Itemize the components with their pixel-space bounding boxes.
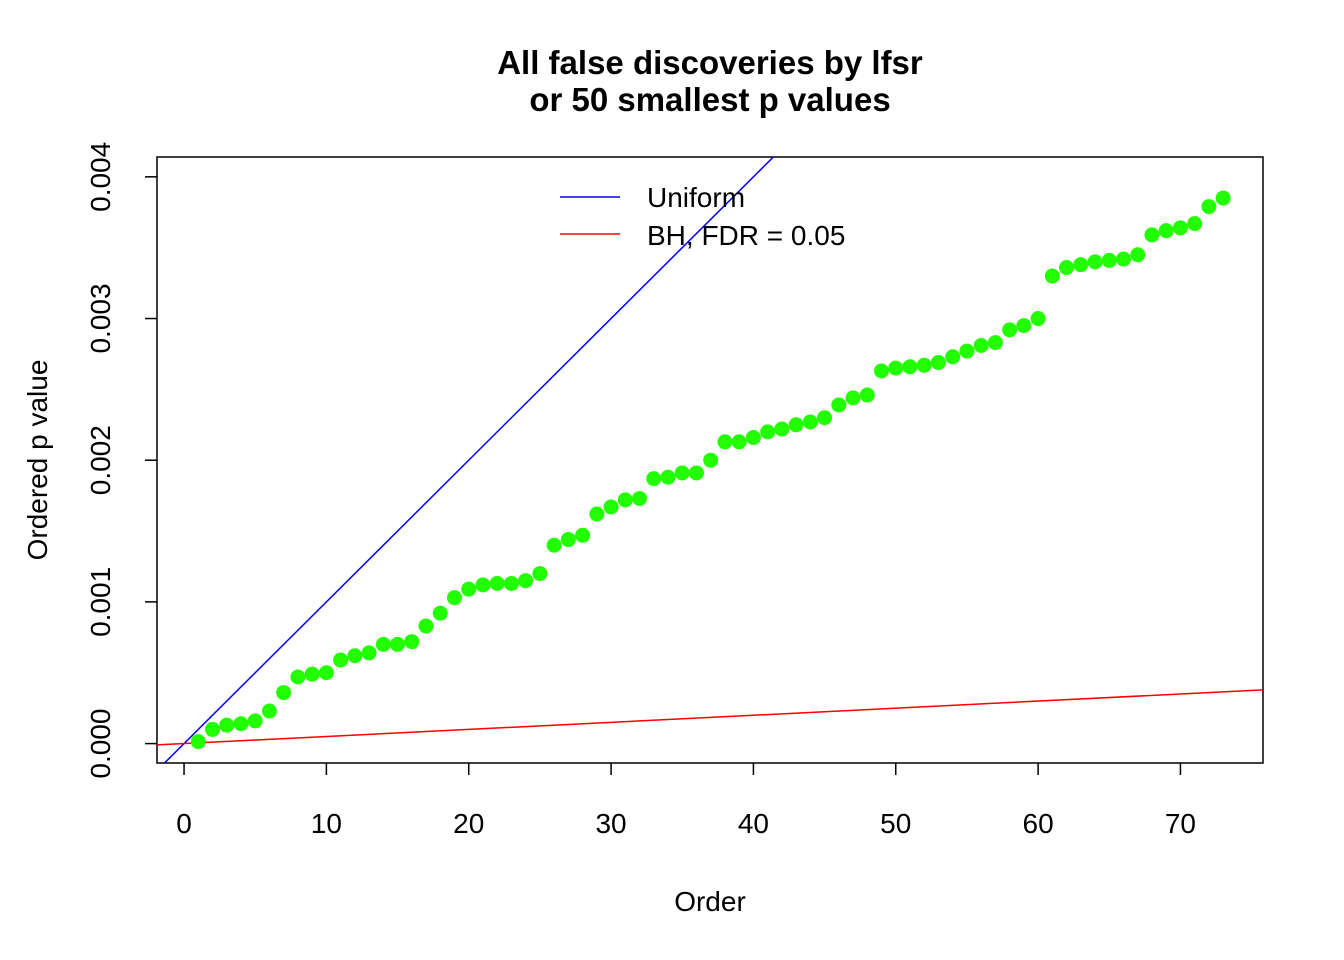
data-point <box>603 499 619 515</box>
data-point <box>973 337 989 353</box>
data-point <box>475 577 491 593</box>
data-point <box>959 343 975 359</box>
data-point <box>688 465 704 481</box>
data-point <box>532 566 548 582</box>
data-point <box>874 363 890 379</box>
data-point <box>930 354 946 370</box>
x-tick-label: 60 <box>1023 808 1054 839</box>
data-point <box>318 665 334 681</box>
y-tick-label: 0.002 <box>85 425 116 495</box>
data-point <box>1073 257 1089 273</box>
data-point <box>1130 247 1146 263</box>
data-point <box>745 430 761 446</box>
data-point <box>1215 190 1231 206</box>
data-point <box>375 636 391 652</box>
data-point <box>575 527 591 543</box>
data-point <box>774 421 790 437</box>
data-point <box>1116 251 1132 267</box>
data-point <box>589 506 605 522</box>
data-point <box>859 387 875 403</box>
data-point <box>503 575 519 591</box>
data-point <box>902 359 918 375</box>
x-tick-label: 40 <box>738 808 769 839</box>
data-point <box>703 452 719 468</box>
data-point <box>1016 318 1032 334</box>
y-tick-label: 0.000 <box>85 709 116 779</box>
data-point <box>560 532 576 548</box>
data-point <box>205 721 221 737</box>
data-point <box>1002 322 1018 338</box>
chart-title-line-2: or 50 smallest p values <box>529 81 890 118</box>
data-point <box>261 703 277 719</box>
y-tick-label: 0.004 <box>85 142 116 212</box>
data-point <box>1187 216 1203 232</box>
x-tick-label: 20 <box>453 808 484 839</box>
data-point <box>276 685 292 701</box>
y-axis-label: Ordered p value <box>22 360 53 561</box>
data-point <box>617 492 633 508</box>
data-point <box>290 669 306 685</box>
data-point <box>888 360 904 376</box>
uniform-line <box>163 157 775 763</box>
data-point <box>788 417 804 433</box>
data-point <box>674 465 690 481</box>
data-point <box>632 490 648 506</box>
data-point <box>361 645 377 661</box>
bh-line <box>157 689 1263 746</box>
data-point <box>987 335 1003 351</box>
data-point <box>418 618 434 634</box>
legend-label-bh: BH, FDR = 0.05 <box>647 220 845 251</box>
x-tick-label: 50 <box>880 808 911 839</box>
data-point <box>845 390 861 406</box>
data-point <box>945 349 961 365</box>
data-point <box>646 471 662 487</box>
data-point <box>717 434 733 450</box>
data-point <box>304 666 320 682</box>
data-point <box>546 537 562 553</box>
data-point <box>446 590 462 606</box>
data-point <box>1059 260 1075 276</box>
data-point <box>489 575 505 591</box>
data-point <box>831 397 847 413</box>
x-tick-label: 30 <box>595 808 626 839</box>
data-point <box>333 652 349 668</box>
data-point <box>916 357 932 373</box>
data-point <box>461 581 477 597</box>
data-point <box>1087 254 1103 270</box>
data-point <box>1144 227 1160 243</box>
y-tick-label: 0.001 <box>85 567 116 637</box>
chart-title-line-1: All false discoveries by lfsr <box>497 44 923 81</box>
data-point <box>817 410 833 426</box>
data-point <box>404 634 420 650</box>
data-point <box>219 717 235 733</box>
data-point <box>432 605 448 621</box>
data-point <box>233 716 249 732</box>
data-point <box>347 648 363 664</box>
x-tick-label: 70 <box>1165 808 1196 839</box>
x-tick-label: 10 <box>311 808 342 839</box>
data-point <box>1172 220 1188 236</box>
x-tick-label: 0 <box>176 808 192 839</box>
data-point <box>1101 252 1117 268</box>
data-point <box>247 713 263 729</box>
data-point <box>731 434 747 450</box>
data-point <box>1044 268 1060 284</box>
data-point <box>518 573 534 589</box>
data-point <box>1201 199 1217 215</box>
data-point <box>802 414 818 430</box>
data-point <box>660 469 676 485</box>
data-point <box>390 636 406 652</box>
legend: Uniform BH, FDR = 0.05 <box>560 182 845 251</box>
data-point <box>1158 223 1174 239</box>
y-tick-label: 0.003 <box>85 283 116 353</box>
data-point <box>190 734 206 750</box>
data-point <box>760 424 776 440</box>
data-point <box>1030 311 1046 327</box>
x-axis-label: Order <box>674 886 746 917</box>
legend-label-uniform: Uniform <box>647 182 745 213</box>
